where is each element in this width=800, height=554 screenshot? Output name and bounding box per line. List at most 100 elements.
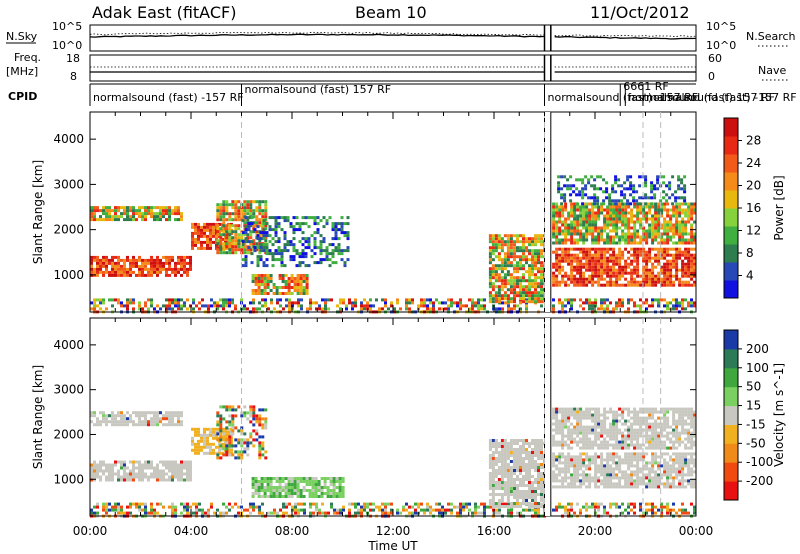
echo-cell [486, 505, 489, 509]
echo-cell [540, 478, 543, 481]
echo-cell [177, 463, 180, 467]
echo-cell [150, 255, 153, 259]
echo-cell [591, 211, 595, 215]
echo-cell [117, 502, 120, 506]
echo-cell [310, 216, 314, 220]
echo-cell [528, 496, 531, 499]
date-title: 11/Oct/2012 [590, 3, 690, 22]
echo-cell [183, 264, 186, 268]
echo-cell [114, 298, 117, 302]
echo-cell [510, 508, 513, 512]
echo-cell [618, 265, 622, 269]
echo-cell [275, 489, 279, 492]
echo-cell [576, 268, 580, 272]
echo-cell [105, 264, 108, 268]
echo-cell [197, 228, 200, 232]
echo-cell [144, 209, 147, 213]
echo-cell [259, 249, 263, 253]
echo-cell [597, 262, 601, 266]
echo-cell [639, 235, 643, 239]
echo-cell [639, 508, 642, 512]
echo-cell [693, 238, 697, 242]
echo-cell [564, 470, 568, 474]
echo-cell [690, 235, 694, 239]
echo-cell [423, 508, 426, 512]
echo-cell [222, 417, 226, 421]
echo-cell [639, 253, 643, 257]
echo-cell [522, 249, 525, 253]
cpid-label: CPID [8, 90, 37, 103]
echo-cell [600, 298, 603, 302]
echo-cell [648, 235, 652, 239]
echo-cell [258, 417, 262, 421]
echo-cell [189, 469, 192, 473]
echo-cell [90, 511, 93, 515]
echo-cell [120, 466, 123, 470]
echo-cell [552, 232, 556, 236]
echo-cell [387, 502, 390, 506]
echo-cell [503, 291, 507, 295]
echo-cell [225, 242, 229, 246]
echo-cell [144, 423, 147, 427]
echo-cell [272, 492, 276, 495]
echo-cell [534, 279, 537, 283]
echo-cell [555, 464, 559, 468]
echo-cell [328, 252, 332, 256]
echo-cell [282, 307, 285, 311]
echo-cell [576, 473, 580, 477]
echo-cell [494, 505, 498, 508]
echo-cell [618, 208, 622, 212]
echo-cell [96, 505, 99, 509]
echo-cell [283, 237, 287, 241]
echo-cell [252, 438, 256, 442]
echo-cell [234, 218, 238, 222]
echo-cell [471, 307, 474, 311]
echo-cell [645, 271, 649, 275]
echo-cell [630, 214, 634, 218]
echo-cell [645, 283, 649, 287]
echo-cell [138, 508, 141, 512]
echo-cell [429, 298, 432, 302]
echo-cell [156, 420, 159, 424]
echo-cell [120, 414, 123, 418]
echo-cell [287, 280, 291, 283]
echo-cell [218, 451, 221, 455]
echo-cell [669, 277, 673, 281]
echo-cell [675, 304, 678, 308]
echo-cell [528, 487, 531, 490]
echo-cell [657, 280, 661, 284]
echo-cell [275, 477, 279, 480]
echo-cell [177, 423, 180, 427]
echo-cell [657, 220, 661, 224]
echo-cell [283, 231, 287, 235]
echo-cell [309, 304, 312, 308]
echo-cell [576, 226, 580, 230]
echo-cell [326, 489, 330, 492]
echo-cell [506, 457, 510, 460]
echo-cell [177, 417, 180, 421]
echo-cell [513, 448, 516, 451]
echo-cell [180, 478, 183, 482]
echo-cell [558, 470, 562, 474]
echo-cell [522, 484, 525, 487]
echo-cell [129, 258, 132, 262]
echo-cell [585, 265, 589, 269]
echo-cell [159, 215, 162, 219]
echo-cell [313, 243, 317, 247]
echo-cell [315, 505, 318, 509]
echo-cell [669, 217, 673, 221]
echo-cell [509, 279, 513, 283]
echo-cell [228, 298, 231, 302]
echo-cell [111, 478, 114, 482]
echo-cell [168, 206, 171, 210]
echo-cell [108, 508, 111, 512]
echo-cell [351, 502, 354, 506]
echo-cell [212, 427, 215, 431]
echo-cell [93, 304, 96, 308]
echo-cell [513, 297, 516, 301]
echo-cell [609, 256, 613, 260]
echo-cell [237, 505, 240, 509]
echo-cell [552, 235, 556, 239]
echo-cell [102, 502, 105, 506]
echo-cell [459, 301, 462, 305]
